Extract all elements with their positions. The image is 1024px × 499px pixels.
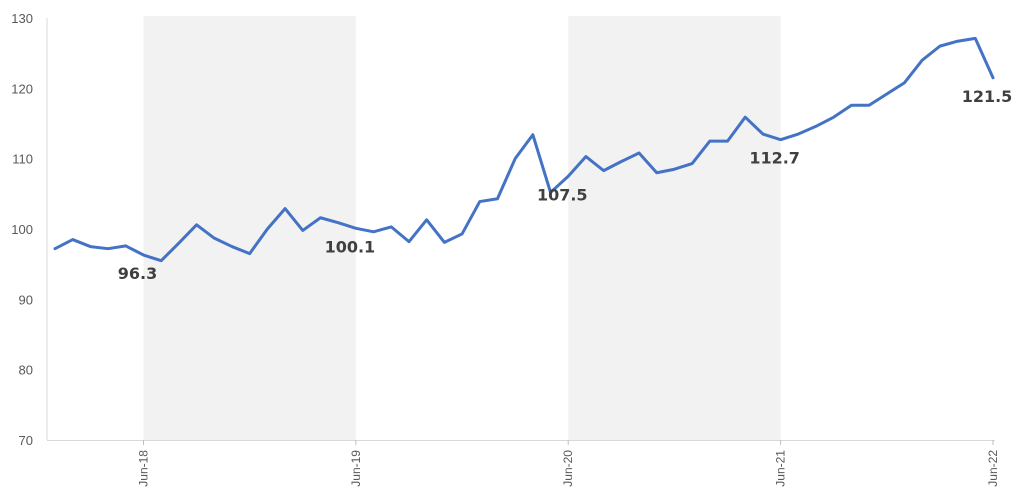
data-label: 96.3 (118, 264, 157, 283)
y-tick-label: 120 (11, 81, 33, 96)
series-group (53, 36, 995, 263)
data-labels: 96.3 100.1 107.5 112.7 121.5 (118, 87, 1013, 283)
y-tick-label: 100 (11, 222, 33, 237)
data-label: 100.1 (325, 237, 376, 256)
data-label: 121.5 (962, 87, 1013, 106)
x-axis-ticks: Jun-18 Jun-19 Jun-20 Jun-21 Jun-22 (136, 440, 1000, 487)
data-label: 112.7 (749, 149, 800, 168)
y-tick-label: 110 (12, 152, 33, 167)
data-label: 107.5 (537, 185, 588, 204)
x-tick-label: Jun-22 (986, 450, 1000, 487)
series-line (53, 36, 995, 263)
y-tick-label: 70 (19, 433, 33, 448)
y-axis-ticks: 70 80 90 100 110 120 130 (11, 11, 33, 448)
x-tick-label: Jun-19 (349, 450, 363, 487)
x-tick-label: Jun-21 (774, 450, 788, 487)
shaded-band-2 (568, 16, 781, 440)
x-tick-label: Jun-20 (561, 450, 575, 487)
y-tick-label: 90 (19, 292, 33, 307)
shaded-bands (143, 16, 781, 440)
y-tick-label: 80 (19, 363, 33, 378)
x-tick-label: Jun-18 (136, 450, 150, 487)
shaded-band-1 (143, 16, 356, 440)
y-tick-label: 130 (11, 11, 33, 26)
